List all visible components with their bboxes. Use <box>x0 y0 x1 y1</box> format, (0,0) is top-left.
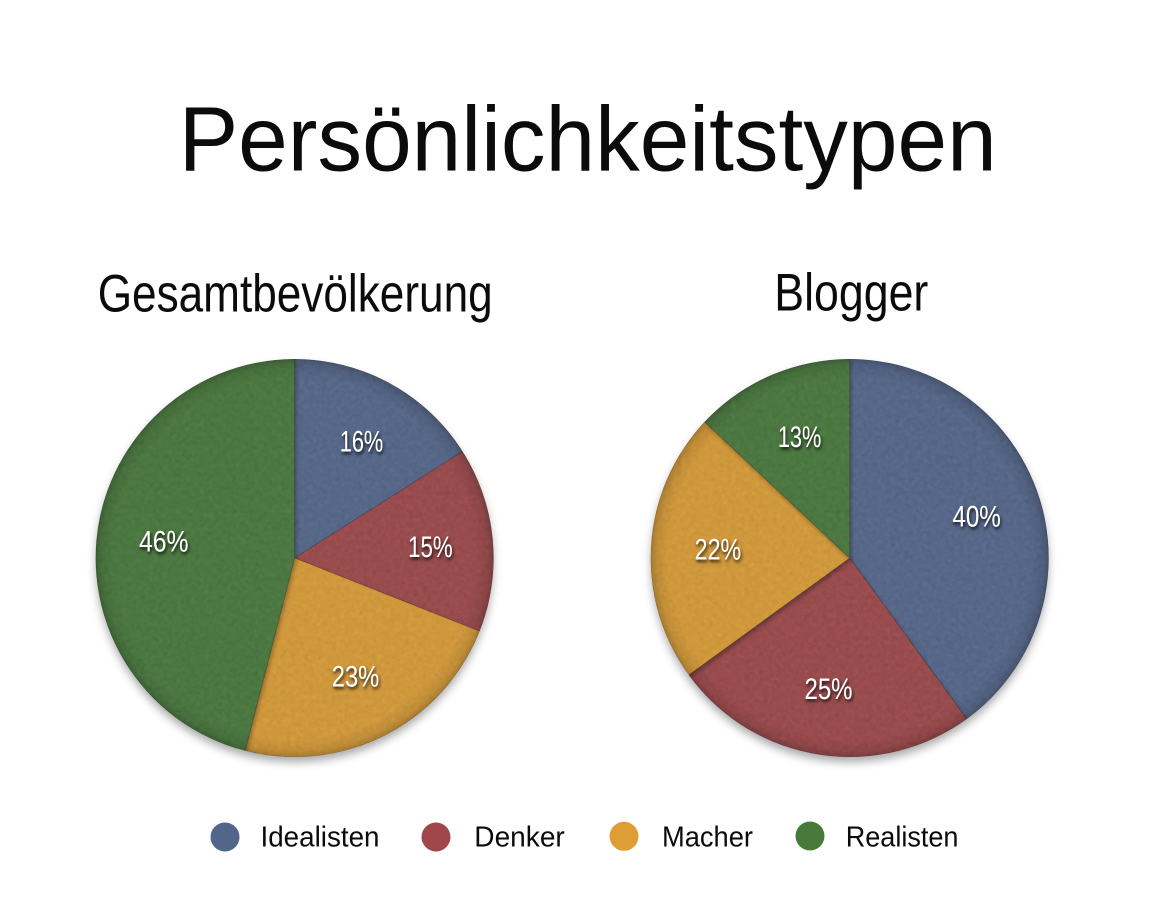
svg-text:Denker: Denker <box>474 822 565 854</box>
svg-text:Macher: Macher <box>662 822 753 854</box>
svg-text:25%: 25% <box>805 673 853 706</box>
svg-text:Idealisten: Idealisten <box>261 822 380 854</box>
svg-text:16%: 16% <box>340 425 384 458</box>
svg-text:15%: 15% <box>408 531 453 564</box>
svg-text:13%: 13% <box>778 421 822 454</box>
svg-text:46%: 46% <box>139 526 189 559</box>
svg-text:40%: 40% <box>952 500 1001 533</box>
svg-text:23%: 23% <box>332 660 380 693</box>
svg-text:Blogger: Blogger <box>774 264 928 323</box>
svg-text:Realisten: Realisten <box>846 822 959 854</box>
svg-text:22%: 22% <box>695 533 742 566</box>
svg-text:Persönlichkeitstypen: Persönlichkeitstypen <box>179 88 997 190</box>
svg-text:Gesamtbevölkerung: Gesamtbevölkerung <box>98 264 493 323</box>
